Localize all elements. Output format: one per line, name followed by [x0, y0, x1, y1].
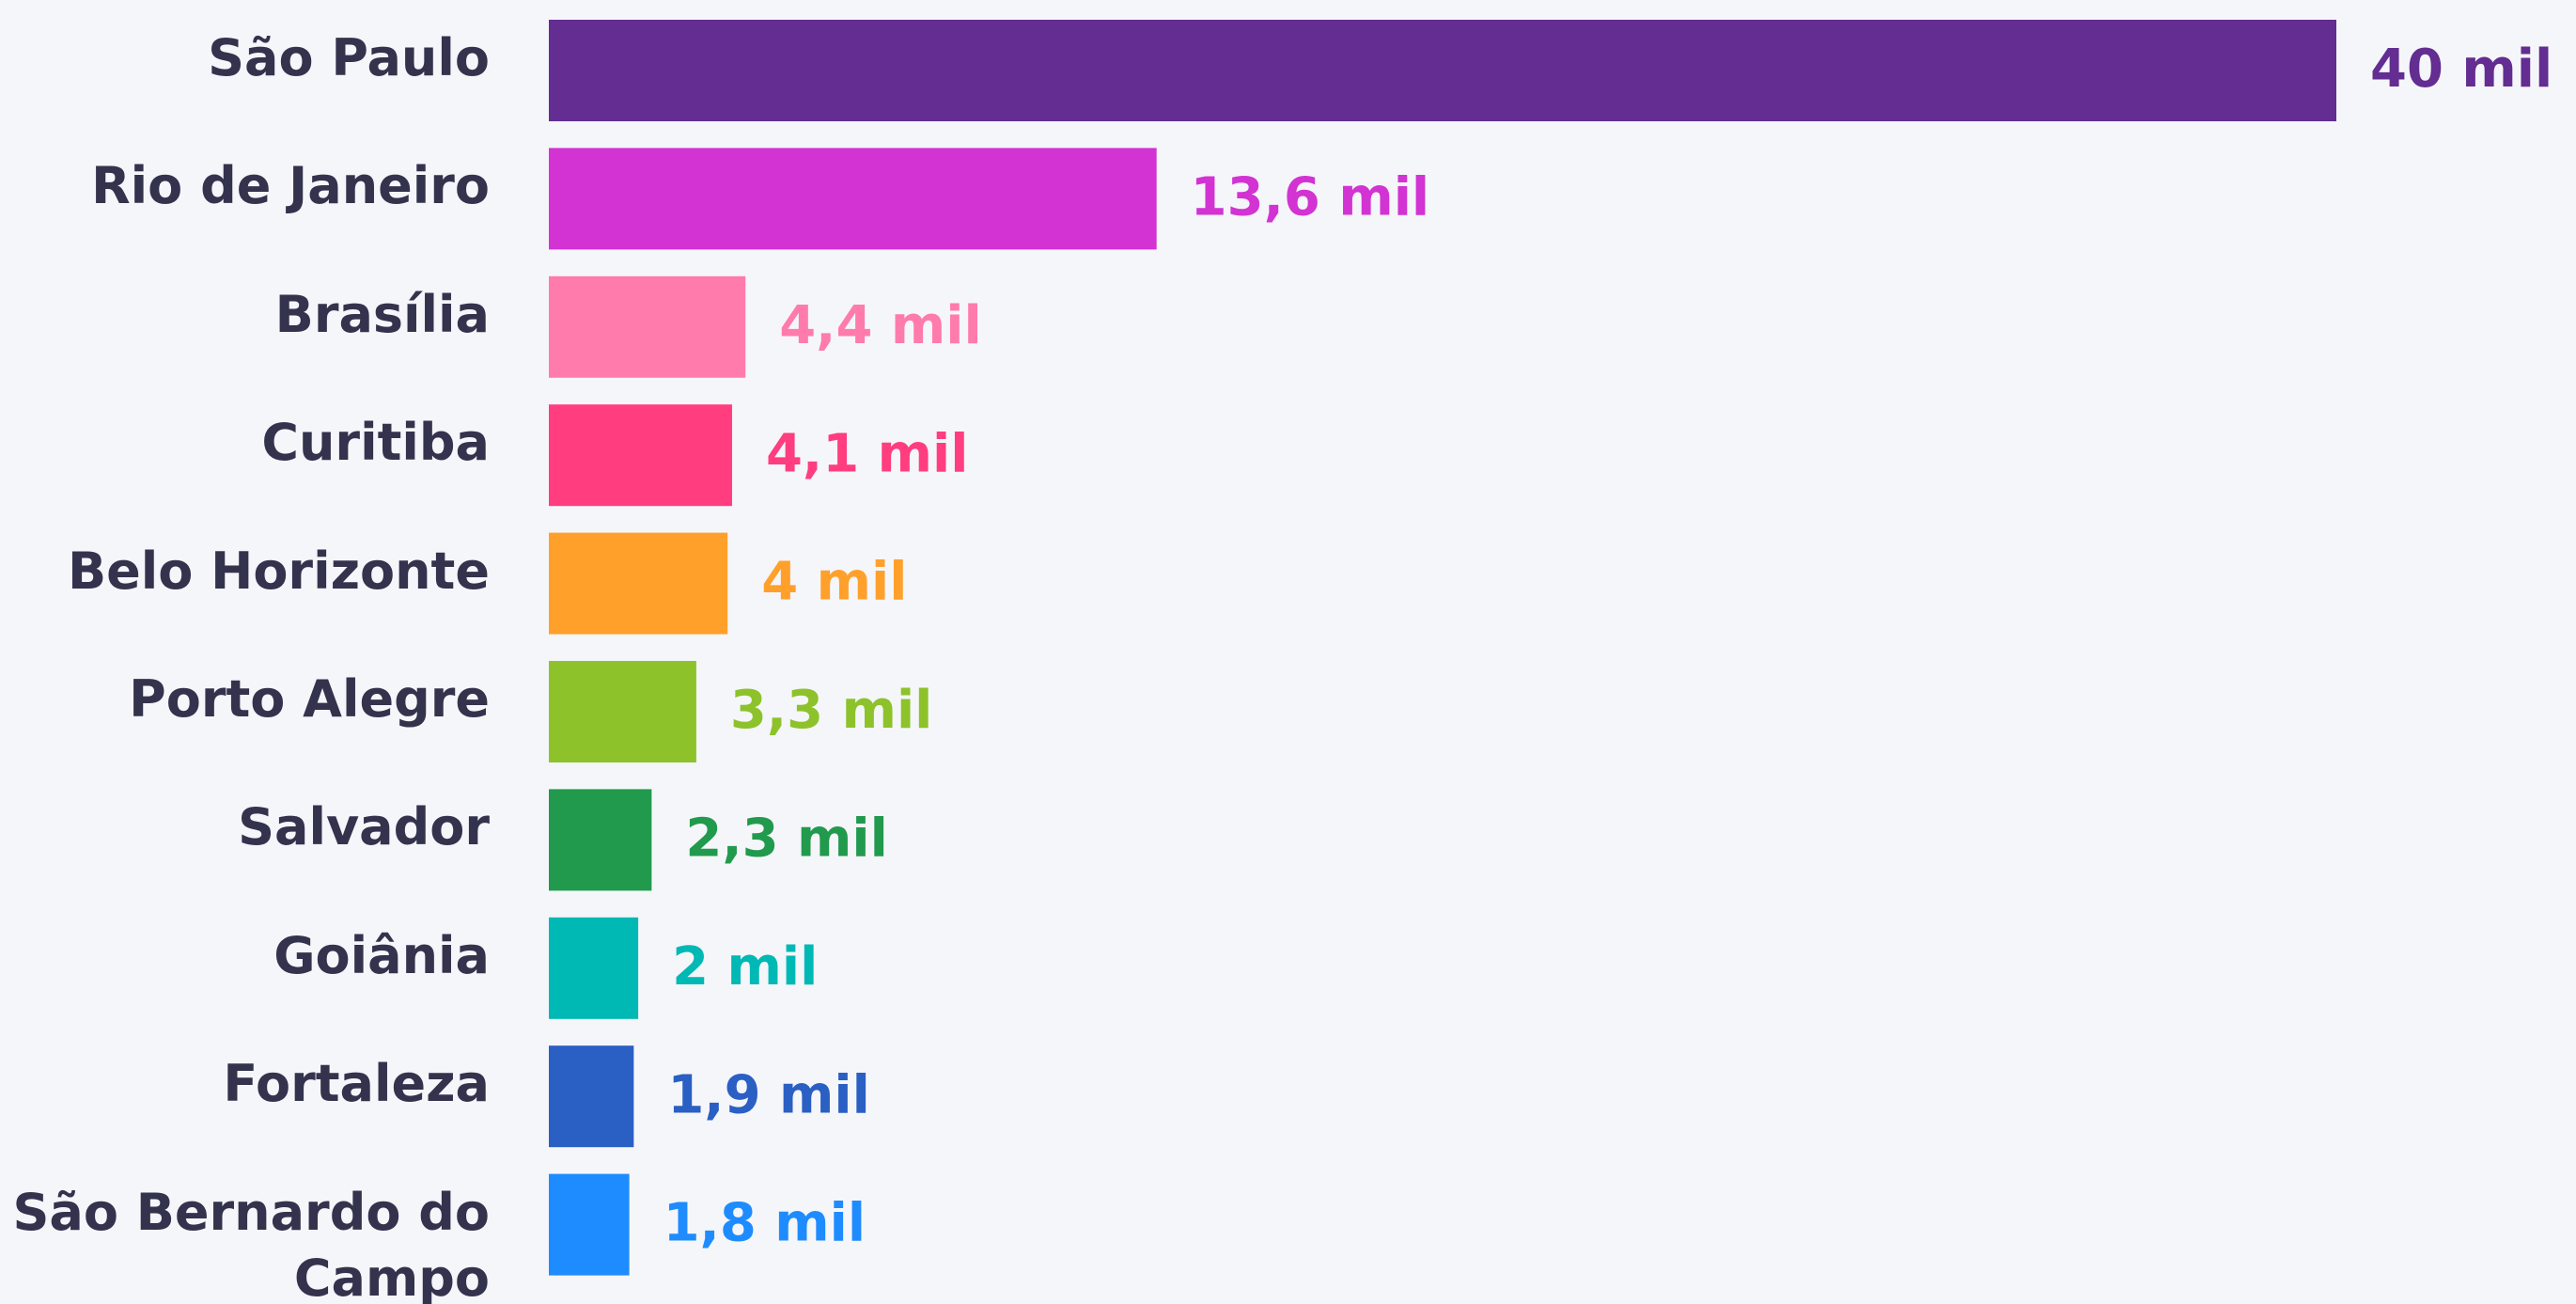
- category-label: São Paulo: [208, 28, 490, 87]
- category-label: Fortaleza: [223, 1054, 490, 1114]
- category-label: Porto Alegre: [129, 669, 490, 729]
- bar: [549, 1173, 630, 1276]
- value-label: 4,4 mil: [779, 295, 981, 356]
- bar: [549, 148, 1157, 250]
- bar: [549, 404, 732, 507]
- value-label: 1,8 mil: [664, 1193, 866, 1254]
- bar: [549, 661, 696, 762]
- category-label: Rio de Janeiro: [91, 156, 490, 216]
- value-label: 2 mil: [672, 936, 818, 998]
- bar: [549, 789, 652, 891]
- value-label: 1,9 mil: [667, 1064, 869, 1125]
- value-label: 2,3 mil: [685, 809, 887, 870]
- category-label: São Bernardo do Campo: [12, 1182, 490, 1304]
- value-label: 40 mil: [2370, 39, 2553, 100]
- value-label: 13,6 mil: [1191, 167, 1429, 228]
- category-label: Brasília: [274, 284, 490, 344]
- bar: [549, 275, 746, 378]
- bar: [549, 917, 639, 1019]
- bar: [549, 532, 728, 635]
- value-label: 4,1 mil: [766, 423, 968, 484]
- value-label: 3,3 mil: [730, 680, 932, 741]
- category-label: Salvador: [238, 797, 490, 857]
- bar: [549, 1045, 634, 1148]
- category-label: Curitiba: [261, 413, 490, 473]
- category-label: Belo Horizonte: [67, 541, 490, 601]
- bar: [549, 20, 2336, 121]
- value-label: 4 mil: [761, 552, 907, 613]
- category-label: Goiânia: [273, 925, 490, 985]
